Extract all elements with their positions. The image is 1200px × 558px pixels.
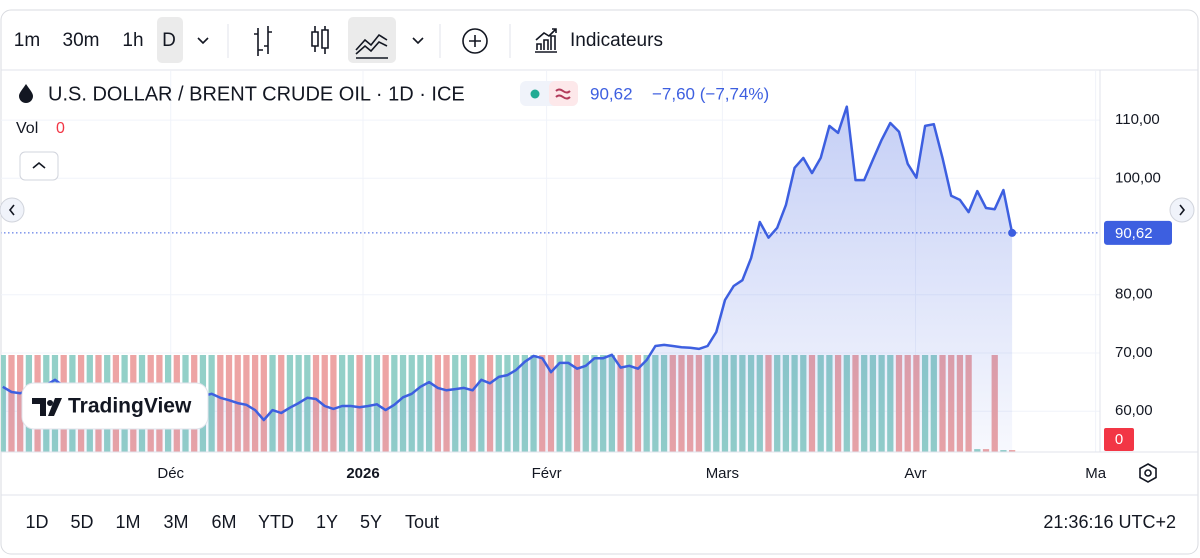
y-tick-label: 110,00: [1115, 111, 1160, 128]
settings-icon[interactable]: [1139, 463, 1157, 483]
volume-bar: [1008, 450, 1016, 452]
range-button[interactable]: 1M: [115, 512, 140, 532]
tradingview-logo: [32, 398, 62, 416]
volume-bar: [338, 355, 346, 452]
legend-price: 90,62: [590, 84, 633, 103]
volume-bar: [382, 355, 389, 452]
x-tick-label: Févr: [532, 465, 562, 482]
x-tick-label: Ma: [1085, 465, 1106, 482]
market-status-dot: [530, 89, 540, 99]
last-price-label: 90,62: [1115, 225, 1153, 242]
symbol-logo: [19, 84, 33, 103]
volume-bar: [365, 355, 372, 452]
scroll-left[interactable]: [0, 197, 25, 223]
compare-plus: [469, 35, 481, 47]
indicators-button[interactable]: Indicateurs: [570, 30, 663, 51]
scroll-left-icon: [8, 204, 15, 216]
volume-bar: [278, 355, 285, 452]
compare-button[interactable]: [462, 28, 488, 54]
y-tick-label: 70,00: [1115, 344, 1153, 361]
volume-last-label: 0: [1115, 431, 1123, 448]
scroll-right-icon: [1179, 204, 1186, 216]
x-tick-label: Déc: [157, 465, 184, 482]
volume-bar: [243, 355, 250, 452]
volume-bar: [330, 355, 337, 452]
legend-change: −7,60 (−7,74%): [652, 84, 769, 103]
last-price-dot: [1008, 228, 1017, 237]
volume-bar: [251, 355, 259, 452]
x-tick-label: Mars: [706, 465, 739, 482]
symbol-title: U.S. DOLLAR / BRENT CRUDE OIL · 1D · ICE: [48, 83, 465, 105]
range-button[interactable]: 3M: [163, 512, 188, 532]
volume-bar: [356, 355, 363, 452]
bars-style[interactable]: [254, 26, 272, 56]
collapse-icon: [32, 161, 46, 169]
indicators-icon[interactable]: [535, 28, 557, 53]
area-style[interactable]: [355, 33, 388, 59]
y-tick-label: 100,00: [1115, 169, 1161, 186]
active-style-bg: [348, 17, 396, 63]
interval-button[interactable]: D: [162, 30, 176, 51]
plot: [1, 71, 1100, 452]
price-area: [2, 106, 1013, 452]
status-pill-right: [549, 81, 578, 106]
interval-menu[interactable]: [197, 37, 209, 45]
volume-bar: [347, 355, 354, 452]
y-tick-label: 60,00: [1115, 402, 1153, 419]
range-button[interactable]: 5Y: [360, 512, 382, 532]
interval-button[interactable]: 1h: [122, 30, 143, 51]
range-button[interactable]: 1Y: [316, 512, 338, 532]
delayed-icon: [555, 88, 571, 100]
clock: 21:36:16 UTC+2: [1043, 512, 1176, 532]
style-menu[interactable]: [412, 37, 424, 45]
range-button[interactable]: 1D: [25, 512, 48, 532]
interval-button[interactable]: 30m: [63, 30, 100, 51]
volume-bar: [260, 355, 267, 452]
y-tick-label: 80,00: [1115, 286, 1153, 303]
active-interval-bg: [157, 17, 183, 63]
volume-value: 0: [56, 120, 65, 137]
collapse-button[interactable]: [19, 151, 59, 181]
range-button[interactable]: YTD: [258, 512, 294, 532]
ui: 1m 30m 1h D Indicateurs U.S. DOLLAR / BR…: [0, 17, 1198, 532]
volume-bar: [321, 355, 328, 452]
range-button[interactable]: 6M: [211, 512, 236, 532]
volume-label: Vol: [16, 120, 38, 137]
range-button[interactable]: Tout: [405, 512, 439, 532]
volume-bar: [286, 355, 294, 452]
x-tick-label: Avr: [904, 465, 926, 482]
interval-button[interactable]: 1m: [14, 30, 40, 51]
volume-bar: [269, 355, 276, 452]
scroll-right[interactable]: [1169, 197, 1195, 223]
tradingview-wordmark: TradingView: [68, 395, 192, 418]
tradingview-badge[interactable]: [21, 382, 209, 430]
candles-style[interactable]: [311, 26, 329, 54]
volume-badge: [1104, 428, 1134, 451]
x-tick-label: 2026: [346, 465, 379, 482]
last-price-badge: [1104, 220, 1172, 245]
range-button[interactable]: 5D: [70, 512, 93, 532]
